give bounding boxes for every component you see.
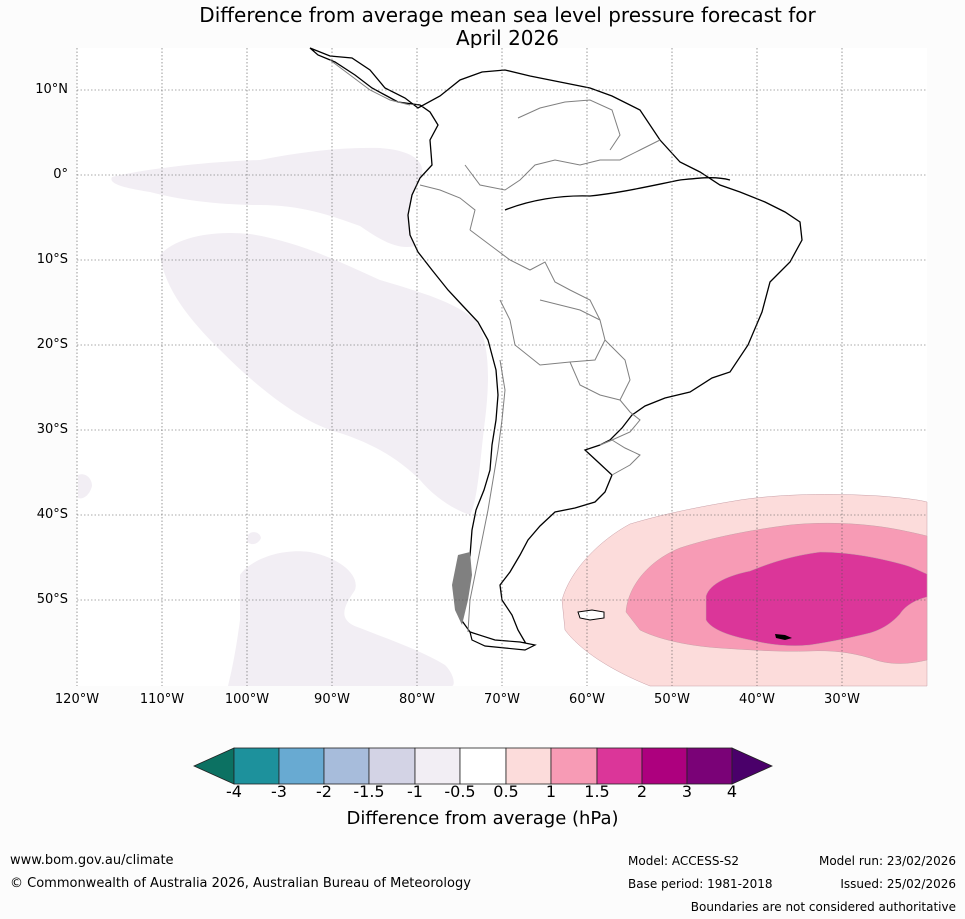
issued-date: Issued: 25/02/2026 — [840, 877, 956, 891]
colorbar-bin — [414, 747, 461, 785]
copyright-text: © Commonwealth of Australia 2026, Austra… — [10, 876, 471, 891]
lon-label-30w: 30°W — [824, 692, 860, 707]
colorbar-bin — [323, 747, 370, 785]
border-bolivia — [499, 299, 606, 366]
lat-label-30s: 30°S — [36, 422, 68, 437]
lat-label-10s: 10°S — [36, 252, 68, 267]
lat-label-20s: 20°S — [36, 337, 68, 352]
tierra-del-fuego — [469, 631, 537, 651]
border-peru-brazil — [469, 229, 601, 321]
colorbar-arrow-low — [193, 747, 235, 785]
colorbar-label: Difference from average (hPa) — [346, 808, 619, 829]
lat-label-50s: 50°S — [36, 592, 68, 607]
neg-region-southern — [228, 551, 454, 686]
lon-label-100w: 100°W — [224, 692, 270, 707]
lon-label-40w: 40°W — [739, 692, 775, 707]
colorbar-bin — [233, 747, 280, 785]
colorbar-tick: -0.5 — [444, 782, 476, 801]
colorbar-bin — [459, 747, 507, 785]
negative-anomaly-regions — [78, 147, 488, 686]
lat-label-10n: 10°N — [35, 82, 68, 97]
lon-label-110w: 110°W — [139, 692, 185, 707]
lon-label-120w: 120°W — [54, 692, 100, 707]
colorbar-bin — [505, 747, 552, 785]
lat-label-40s: 40°S — [36, 507, 68, 522]
colorbar-bin — [641, 747, 688, 785]
neg-region-southeast-pacific — [160, 232, 488, 515]
positive-anomaly-regions — [561, 494, 928, 687]
title-line-1: Difference from average mean sea level p… — [199, 3, 816, 27]
south-georgia — [775, 634, 792, 640]
border-chile-argentina — [467, 359, 506, 633]
colorbar-bin — [278, 747, 325, 785]
lon-label-90w: 90°W — [314, 692, 350, 707]
south-america-landmass — [309, 47, 803, 651]
gridlines — [76, 48, 927, 686]
border-central-america — [329, 59, 411, 106]
colorbar-tick: -1.5 — [353, 782, 385, 801]
colorbar-tick: 1.5 — [584, 782, 610, 801]
lon-label-70w: 70°W — [484, 692, 520, 707]
colorbar-tick: -4 — [226, 782, 242, 801]
border-uruguay — [599, 439, 641, 476]
pos-region-1-5-to-2 — [705, 551, 928, 647]
neg-region-equatorial — [111, 147, 423, 248]
neg-region-small-2 — [247, 532, 261, 545]
colorbar-tick: 2 — [636, 782, 648, 801]
colorbar-bin — [686, 747, 733, 785]
amazon-river — [504, 177, 731, 211]
border-ecuador-peru — [419, 184, 476, 231]
title-line-2: April 2026 — [456, 26, 559, 50]
colorbar-bin — [596, 747, 643, 785]
lat-label-0: 0° — [53, 167, 68, 182]
country-borders — [329, 59, 661, 633]
colorbar-tick: -3 — [271, 782, 287, 801]
colorbar-bin — [550, 747, 598, 785]
lon-label-50w: 50°W — [654, 692, 690, 707]
colorbar-tick: 0.5 — [493, 782, 519, 801]
chart-title: Difference from average mean sea level p… — [0, 4, 965, 50]
colorbar-tick: -2 — [316, 782, 332, 801]
colorbar — [193, 747, 773, 785]
colorbar-tick: 4 — [726, 782, 738, 801]
chile-archipelago — [452, 552, 472, 625]
border-colombia-brazil — [464, 139, 661, 191]
colorbar-tick: 1 — [545, 782, 557, 801]
colorbar-tick: -1 — [407, 782, 423, 801]
lon-label-80w: 80°W — [399, 692, 435, 707]
boundaries-disclaimer: Boundaries are not considered authoritat… — [690, 900, 956, 914]
border-venezuela-guiana — [517, 99, 621, 151]
colorbar-tick: 3 — [681, 782, 693, 801]
falkland-islands — [577, 609, 605, 621]
continent-outline — [309, 47, 803, 646]
model-name: Model: ACCESS-S2 — [628, 854, 740, 868]
model-run: Model run: 23/02/2026 — [818, 854, 956, 868]
colorbar-arrow-high — [731, 747, 773, 785]
base-period: Base period: 1981-2018 — [628, 877, 773, 891]
lon-label-60w: 60°W — [569, 692, 605, 707]
colorbar-bin — [368, 747, 416, 785]
neg-region-small-1 — [78, 474, 92, 499]
website-link[interactable]: www.bom.gov.au/climate — [10, 853, 174, 868]
